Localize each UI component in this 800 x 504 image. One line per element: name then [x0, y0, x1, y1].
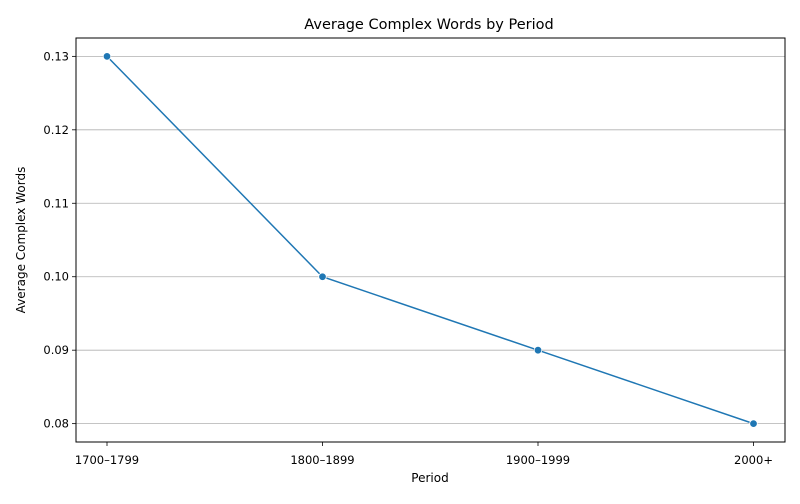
data-point	[318, 272, 327, 281]
data-point	[102, 52, 112, 61]
y-axis-label: Average Complex Words	[14, 167, 28, 314]
x-tick-label: 1900–1999	[506, 453, 570, 467]
series-layer	[102, 52, 758, 428]
y-tick-label: 0.11	[43, 196, 69, 210]
y-tick-label: 0.09	[43, 343, 69, 357]
chart-title: Average Complex Words by Period	[304, 17, 553, 33]
data-point	[749, 419, 758, 428]
series-line	[106, 55, 754, 425]
x-axis: 1700–1799 1800–1899 1900–1999 2000+	[75, 442, 773, 467]
x-tick-label: 2000+	[734, 453, 773, 467]
y-tick-label: 0.08	[43, 417, 69, 431]
x-tick-label: 1700–1799	[75, 453, 139, 467]
x-tick-label: 1800–1899	[290, 453, 354, 467]
y-axis: 0.08 0.09 0.10 0.11 0.12 0.13	[43, 49, 76, 431]
data-point	[533, 345, 543, 355]
y-gridlines	[76, 55, 785, 425]
y-tick-label: 0.10	[43, 270, 69, 284]
x-axis-label: Period	[411, 471, 448, 485]
plot-frame	[75, 37, 786, 443]
y-tick-label: 0.13	[43, 49, 69, 63]
y-tick-label: 0.12	[43, 123, 69, 137]
